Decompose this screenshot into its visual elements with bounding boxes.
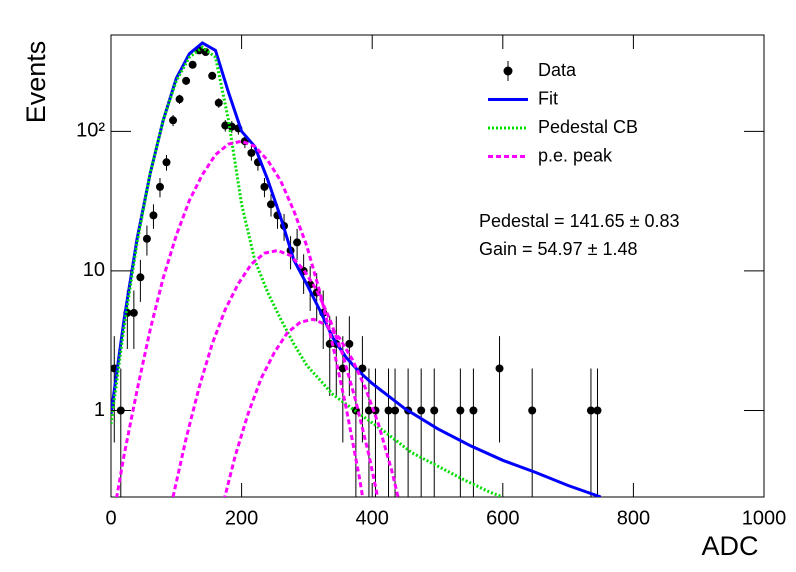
annotation: Pedestal = 141.65 ± 0.83: [479, 211, 680, 231]
data-point: [188, 60, 197, 69]
data-point: [201, 48, 210, 57]
legend-marker: [503, 66, 513, 76]
y-tick-label: 1: [94, 399, 105, 421]
plot-area: [111, 41, 602, 497]
data-point: [182, 76, 191, 85]
data-point: [136, 273, 145, 282]
x-tick-label: 600: [486, 507, 519, 529]
data-point: [293, 238, 302, 247]
data-point: [208, 71, 217, 80]
x-tick-label: 1000: [742, 507, 787, 529]
data-point: [175, 95, 184, 104]
fit-curve: [111, 45, 504, 497]
data-point: [528, 406, 537, 415]
data-point: [247, 148, 256, 157]
legend-label: p.e. peak: [538, 145, 613, 165]
data-point: [358, 364, 367, 373]
data-point: [456, 406, 465, 415]
data-point: [495, 364, 504, 373]
data-point: [260, 182, 269, 191]
legend-label: Data: [538, 60, 577, 80]
y-tick-label: 10²: [76, 120, 105, 142]
x-axis-label: ADC: [701, 531, 758, 561]
data-point: [469, 406, 478, 415]
data-point: [266, 200, 275, 209]
x-tick-label: 0: [105, 507, 116, 529]
data-point: [345, 339, 354, 348]
data-point: [129, 308, 138, 317]
data-point: [155, 182, 164, 191]
data-point: [417, 406, 426, 415]
x-tick-label: 800: [617, 507, 650, 529]
data-point: [227, 122, 236, 131]
annotation: Gain = 54.97 ± 1.48: [479, 239, 638, 259]
data-point: [169, 116, 178, 125]
fit-curve: [115, 139, 400, 497]
fit-curve: [111, 41, 602, 497]
data-point: [214, 98, 223, 107]
data-point: [384, 406, 393, 415]
data-point: [149, 211, 158, 220]
x-tick-label: 200: [225, 507, 258, 529]
data-point: [364, 406, 373, 415]
plot-frame: [110, 34, 765, 498]
data-point: [221, 121, 230, 130]
y-axis-label: Events: [21, 41, 51, 124]
data-point: [391, 406, 400, 415]
data-point: [162, 158, 171, 167]
data-point: [586, 406, 595, 415]
data-point: [142, 234, 151, 243]
legend-label: Pedestal CB: [538, 117, 638, 137]
data-point: [430, 406, 439, 415]
y-tick-label: 10: [83, 259, 105, 281]
x-tick-label: 400: [356, 507, 389, 529]
legend-label: Fit: [538, 88, 558, 108]
data-point: [593, 406, 602, 415]
